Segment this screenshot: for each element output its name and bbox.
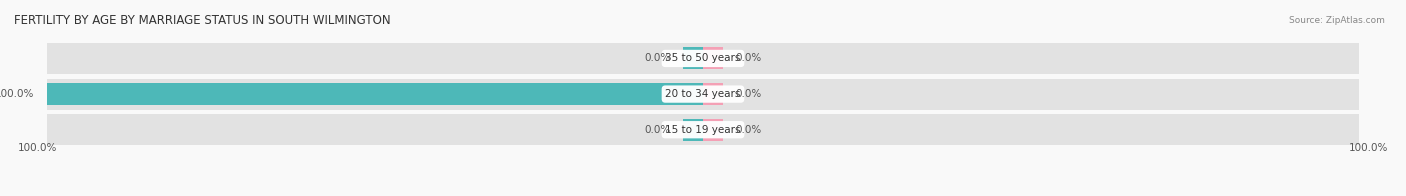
Text: 0.0%: 0.0% — [735, 89, 762, 99]
Text: 15 to 19 years: 15 to 19 years — [665, 125, 741, 135]
Text: 0.0%: 0.0% — [735, 54, 762, 64]
Bar — [683, 47, 703, 70]
Bar — [683, 119, 703, 141]
Bar — [703, 83, 723, 105]
Bar — [703, 47, 723, 70]
Bar — [46, 114, 1360, 145]
Text: 0.0%: 0.0% — [735, 125, 762, 135]
Text: 100.0%: 100.0% — [1350, 143, 1389, 153]
Text: 35 to 50 years: 35 to 50 years — [665, 54, 741, 64]
Bar — [46, 79, 1360, 110]
Text: 0.0%: 0.0% — [644, 125, 671, 135]
Text: Source: ZipAtlas.com: Source: ZipAtlas.com — [1289, 16, 1385, 25]
Bar — [46, 43, 1360, 74]
Bar — [46, 83, 703, 105]
Text: FERTILITY BY AGE BY MARRIAGE STATUS IN SOUTH WILMINGTON: FERTILITY BY AGE BY MARRIAGE STATUS IN S… — [14, 14, 391, 27]
Text: 100.0%: 100.0% — [0, 89, 34, 99]
Text: 0.0%: 0.0% — [644, 54, 671, 64]
Bar — [703, 119, 723, 141]
Text: 20 to 34 years: 20 to 34 years — [665, 89, 741, 99]
Text: 100.0%: 100.0% — [17, 143, 56, 153]
